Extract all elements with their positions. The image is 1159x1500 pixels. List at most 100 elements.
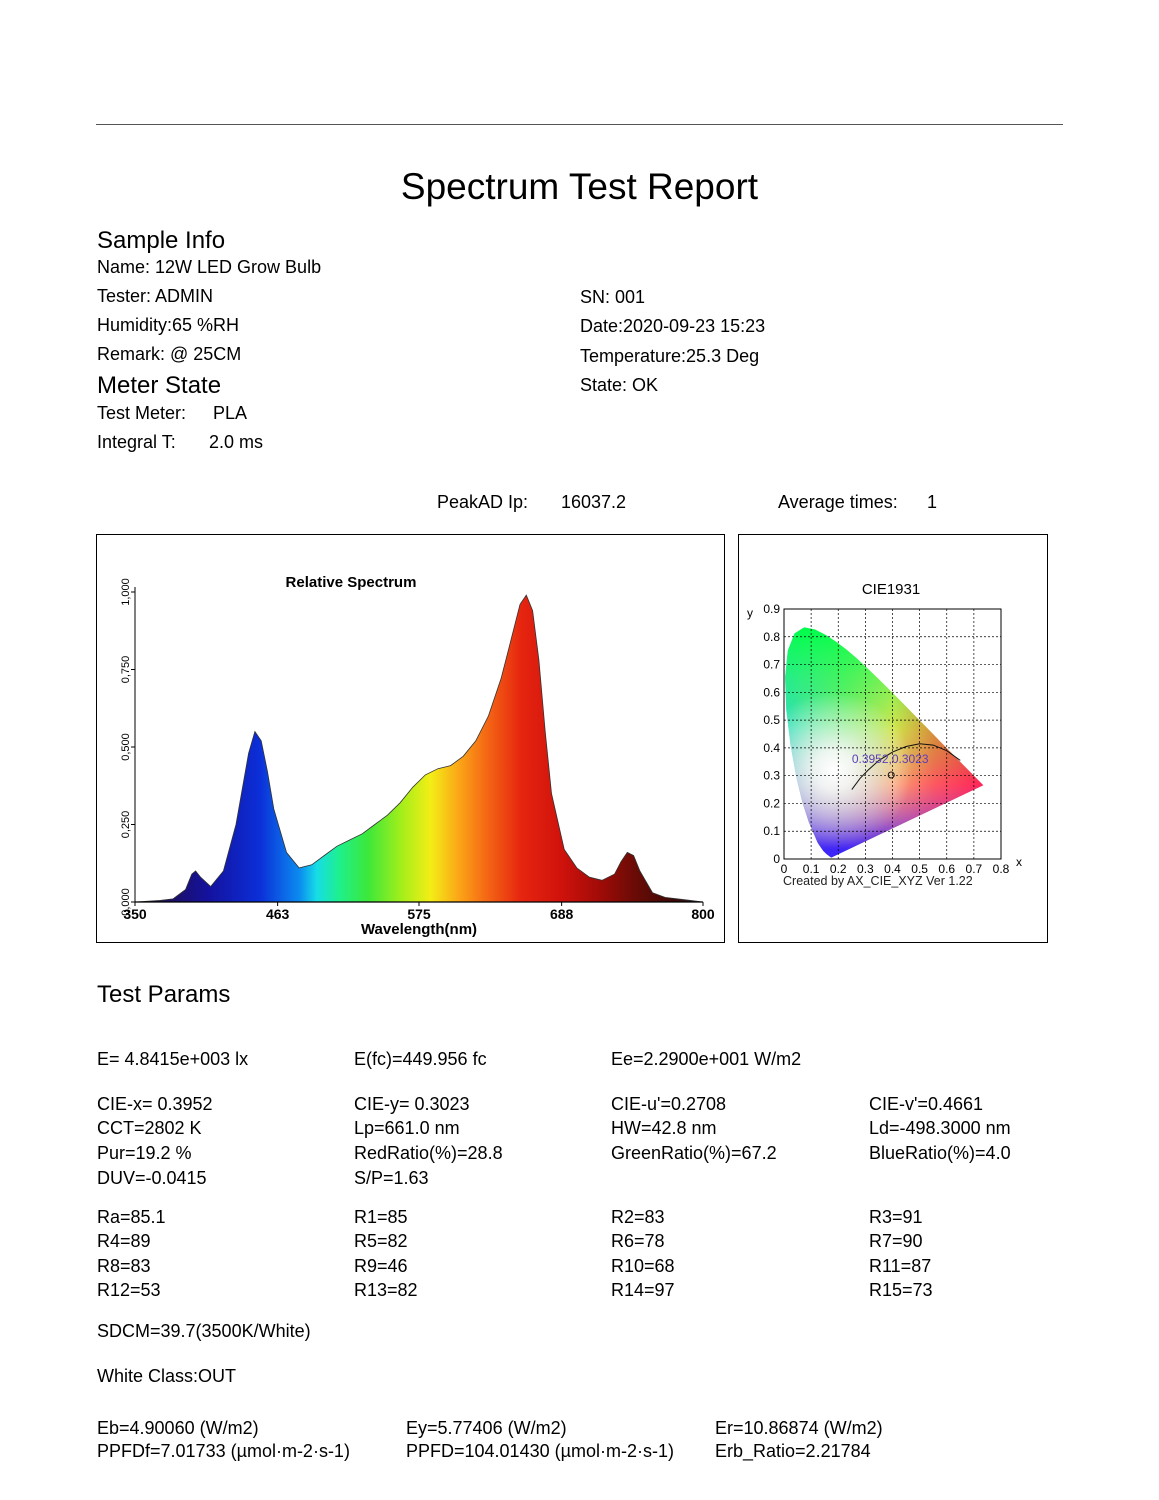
param-cell: R15=73 xyxy=(869,1280,933,1300)
cie-y-tick-label: 0.2 xyxy=(763,796,780,810)
cie-y-tick-label: 0.1 xyxy=(763,824,780,838)
cie-y-tick-label: 0.7 xyxy=(763,658,780,672)
peak-value: 16037.2 xyxy=(561,492,627,512)
param-cell: CIE-x= 0.3952 xyxy=(97,1094,213,1114)
spectrum-x-tick-label: 688 xyxy=(550,906,574,922)
spectrum-x-tick-label: 800 xyxy=(691,906,715,922)
ppfd-value: PPFD=104.01430 (µmol·m-2·s-1) xyxy=(406,1441,674,1461)
cie-y-tick-label: 0.6 xyxy=(763,685,780,699)
cie-x-tick-label: 0.6 xyxy=(938,862,955,876)
erb-ratio-value: Erb_Ratio=2.21784 xyxy=(715,1441,871,1461)
spectrum-y-tick-label: 0,500 xyxy=(120,733,132,761)
cie-y-tick-label: 0.8 xyxy=(763,630,780,644)
param-cell: DUV=-0.0415 xyxy=(97,1168,207,1188)
sample-remark: Remark: @ 25CM xyxy=(97,344,242,364)
report-title: Spectrum Test Report xyxy=(400,166,759,207)
sample-state: State: OK xyxy=(580,375,659,395)
param-cell: CCT=2802 K xyxy=(97,1118,202,1138)
sample-sn: SN: 001 xyxy=(580,287,646,307)
cie-chart: 0 0.1 0.2 0.3 0.4 0.5 0.6 0.7 0.8 0 0.1 0.2 0.3 0.4 0.… xyxy=(747,581,1022,888)
param-cell: R14=97 xyxy=(611,1280,675,1300)
cie-x-tick-label: 0.4 xyxy=(884,862,901,876)
cie-x-tick-label: 0 xyxy=(781,862,788,876)
sample-tester: Tester: ADMIN xyxy=(97,286,214,306)
top-rule xyxy=(96,124,1063,125)
cie-title: CIE1931 xyxy=(862,581,920,598)
cie-planckian-locus xyxy=(851,743,961,790)
er-value: Er=10.86874 (W/m2) xyxy=(715,1418,883,1438)
param-cell: GreenRatio(%)=67.2 xyxy=(611,1143,777,1163)
param-cell: S/P=1.63 xyxy=(354,1168,429,1188)
ey-value: Ey=5.77406 (W/m2) xyxy=(406,1418,567,1438)
cie-y-tick-label: 0.3 xyxy=(763,769,780,783)
spectrum-y-tick-label: 0,250 xyxy=(120,811,132,839)
param-cell: CIE-u'=0.2708 xyxy=(611,1094,727,1114)
cie-xlabel: x xyxy=(1016,855,1022,869)
cie-x-tick-label: 0.3 xyxy=(857,862,874,876)
spectrum-area xyxy=(134,594,704,903)
cie-point-label: 0.3952,0.3023 xyxy=(852,752,929,766)
test-params-heading: Test Params xyxy=(97,981,231,1008)
spectrum-y-tick-label: 0,000 xyxy=(120,888,132,916)
cie-x-tick-label: 0.7 xyxy=(966,862,983,876)
param-cell: E= 4.8415e+003 lx xyxy=(97,1049,249,1069)
test-meter-label: Test Meter: xyxy=(97,403,187,423)
integral-value: 2.0 ms xyxy=(209,432,264,452)
integral-label: Integral T: xyxy=(97,432,176,452)
spectrum-title: Relative Spectrum xyxy=(286,574,417,591)
param-cell: CIE-y= 0.3023 xyxy=(354,1094,470,1114)
spectrum-y-tick-label: 1,000 xyxy=(120,578,132,606)
sample-info-heading: Sample Info xyxy=(97,227,226,254)
sample-date: Date:2020-09-23 15:23 xyxy=(580,316,766,336)
param-cell: R10=68 xyxy=(611,1256,675,1276)
param-cell: E(fc)=449.956 fc xyxy=(354,1049,487,1069)
param-cell: Ld=-498.3000 nm xyxy=(869,1118,1011,1138)
cie-chart-box: 0 0.1 0.2 0.3 0.4 0.5 0.6 0.7 0.8 0 0.1 0.2 0.3 0.4 0.… xyxy=(738,534,1048,943)
param-cell: Lp=661.0 nm xyxy=(354,1118,460,1138)
param-cell: R4=89 xyxy=(97,1231,151,1251)
cie-y-tick-label: 0 xyxy=(773,852,780,866)
cie-plot-frame xyxy=(783,608,1002,860)
sample-temperature: Temperature:25.3 Deg xyxy=(580,346,760,366)
sample-humidity: Humidity:65 %RH xyxy=(97,315,240,335)
cie-point xyxy=(887,771,895,779)
cie-x-tick-label: 0.1 xyxy=(803,862,820,876)
cie-y-tick-label: 0.5 xyxy=(763,713,780,727)
param-cell: R12=53 xyxy=(97,1280,161,1300)
spectrum-x-tick-label: 463 xyxy=(266,906,290,922)
param-cell: R6=78 xyxy=(611,1231,665,1251)
param-cell: R3=91 xyxy=(869,1207,923,1227)
param-cell: Ee=2.2900e+001 W/m2 xyxy=(611,1049,802,1069)
param-cell: R9=46 xyxy=(354,1256,408,1276)
cie-footer: Created by AX_CIE_XYZ Ver 1.22 xyxy=(783,874,973,888)
param-cell: R1=85 xyxy=(354,1207,408,1227)
param-cell: R13=82 xyxy=(354,1280,418,1300)
test-meter-value: PLA xyxy=(213,403,248,423)
meter-state-heading: Meter State xyxy=(97,372,222,399)
param-cell: BlueRatio(%)=4.0 xyxy=(869,1143,1011,1163)
param-cell: R2=83 xyxy=(611,1207,665,1227)
param-cell: CIE-v'=0.4661 xyxy=(869,1094,984,1114)
cie-y-tick-label: 0.9 xyxy=(763,602,780,616)
average-times-label: Average times: xyxy=(778,492,898,512)
param-cell: Pur=19.2 % xyxy=(97,1143,192,1163)
param-cell: R11=87 xyxy=(869,1256,932,1276)
sample-name: Name: 12W LED Grow Bulb xyxy=(97,257,322,277)
spectrum-x-tick-label: 575 xyxy=(407,906,431,922)
spectrum-y-tick-label: 0,750 xyxy=(120,656,132,684)
eb-value: Eb=4.90060 (W/m2) xyxy=(97,1418,259,1438)
spectrum-xlabel: Wavelength(nm) xyxy=(361,921,477,938)
cie-ylabel: y xyxy=(747,606,753,620)
white-class: White Class:OUT xyxy=(97,1366,237,1386)
sdcm: SDCM=39.7(3500K/White) xyxy=(97,1321,311,1341)
average-times-value: 1 xyxy=(927,492,938,512)
ppfdf-value: PPFDf=7.01733 (µmol·m-2·s-1) xyxy=(97,1441,350,1461)
peak-label: PeakAD Ip: xyxy=(437,492,529,512)
param-cell: HW=42.8 nm xyxy=(611,1118,717,1138)
spectrum-chart: 350 463 575 688 800 0,000 0,250 0,500 0,750 1,000… xyxy=(120,574,715,938)
param-cell: R7=90 xyxy=(869,1231,923,1251)
param-cell: R8=83 xyxy=(97,1256,151,1276)
spectrum-x-tick-label: 350 xyxy=(123,906,147,922)
param-cell: Ra=85.1 xyxy=(97,1207,166,1227)
param-cell: RedRatio(%)=28.8 xyxy=(354,1143,503,1163)
